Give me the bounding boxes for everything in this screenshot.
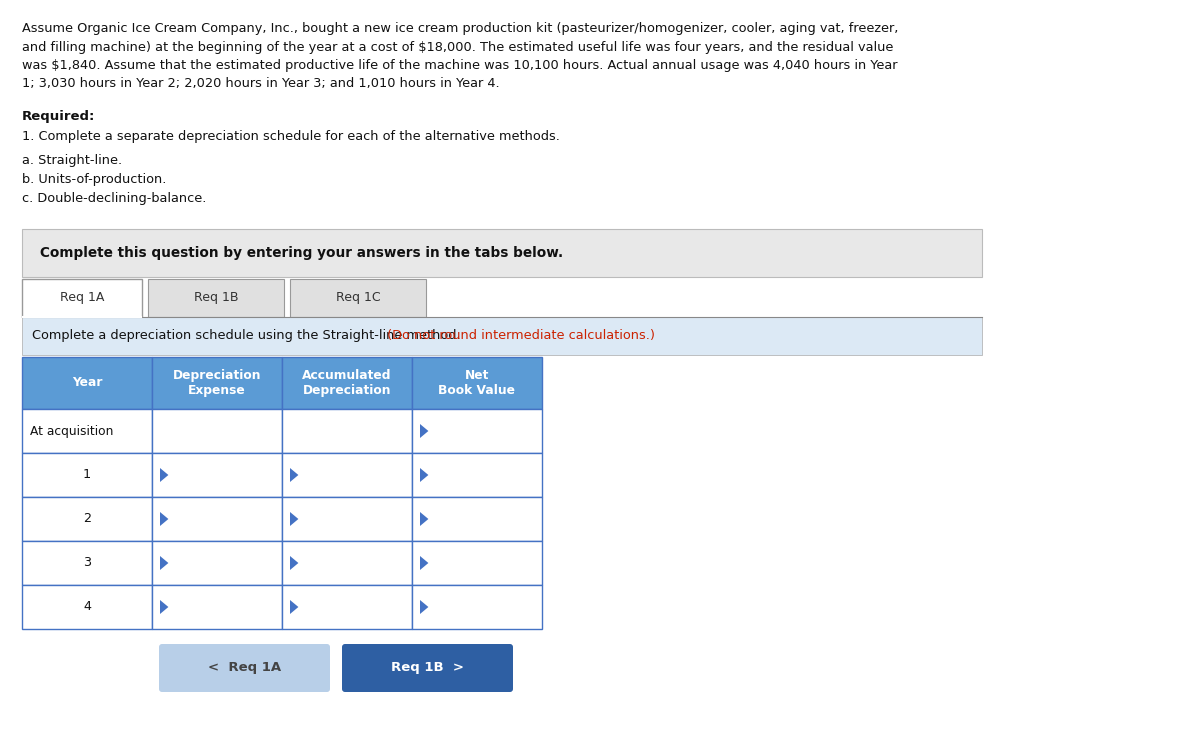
Bar (22, 453, 152, 497)
Text: 4: 4 (83, 601, 91, 613)
Text: 3: 3 (83, 556, 91, 569)
Bar (282, 541, 412, 585)
Bar (152, 541, 282, 585)
Text: Req 1C: Req 1C (336, 292, 380, 304)
Polygon shape (160, 556, 168, 570)
Text: a. Straight-line.: a. Straight-line. (22, 154, 122, 167)
Bar (412, 497, 542, 541)
Bar (412, 409, 542, 453)
Text: Year: Year (72, 376, 102, 389)
Text: c. Double-declining-balance.: c. Double-declining-balance. (22, 192, 206, 205)
Bar (22, 357, 152, 409)
Bar (282, 585, 412, 629)
Polygon shape (160, 512, 168, 526)
Bar (152, 497, 282, 541)
Polygon shape (290, 556, 299, 570)
Text: was $1,840. Assume that the estimated productive life of the machine was 10,100 : was $1,840. Assume that the estimated pr… (22, 59, 898, 72)
Bar (282, 357, 412, 409)
Bar (152, 357, 282, 409)
Polygon shape (420, 512, 428, 526)
Polygon shape (160, 600, 168, 614)
Polygon shape (290, 512, 299, 526)
Polygon shape (290, 600, 299, 614)
Text: 1: 1 (83, 469, 91, 482)
Polygon shape (420, 468, 428, 482)
Text: (Do not round intermediate calculations.): (Do not round intermediate calculations.… (383, 329, 655, 343)
Text: Complete this question by entering your answers in the tabs below.: Complete this question by entering your … (40, 246, 563, 260)
Text: 2: 2 (83, 512, 91, 526)
Bar (412, 453, 542, 497)
Text: Req 1B  >: Req 1B > (391, 662, 464, 674)
Bar (148, 279, 284, 317)
Polygon shape (160, 468, 168, 482)
Bar (412, 585, 542, 629)
Bar (290, 279, 426, 317)
Bar (282, 497, 412, 541)
Bar (22, 229, 982, 277)
Text: Accumulated
Depreciation: Accumulated Depreciation (302, 369, 391, 397)
Text: Required:: Required: (22, 110, 95, 123)
Text: Net
Book Value: Net Book Value (438, 369, 516, 397)
Text: Complete a depreciation schedule using the Straight-line method.: Complete a depreciation schedule using t… (32, 329, 461, 343)
FancyBboxPatch shape (342, 644, 514, 692)
Bar (22, 541, 152, 585)
Bar (152, 453, 282, 497)
FancyBboxPatch shape (158, 644, 330, 692)
Bar (282, 453, 412, 497)
Text: b. Units-of-production.: b. Units-of-production. (22, 173, 167, 186)
Text: Assume Organic Ice Cream Company, Inc., bought a new ice cream production kit (p: Assume Organic Ice Cream Company, Inc., … (22, 22, 899, 35)
Text: and filling machine) at the beginning of the year at a cost of $18,000. The esti: and filling machine) at the beginning of… (22, 40, 893, 53)
Text: At acquisition: At acquisition (30, 424, 113, 437)
Bar (282, 409, 412, 453)
Polygon shape (290, 468, 299, 482)
Polygon shape (420, 600, 428, 614)
Text: 1. Complete a separate depreciation schedule for each of the alternative methods: 1. Complete a separate depreciation sche… (22, 130, 560, 143)
Polygon shape (420, 556, 428, 570)
Bar (22, 409, 152, 453)
Bar (152, 585, 282, 629)
Text: Req 1B: Req 1B (193, 292, 239, 304)
Bar (22, 279, 142, 317)
Bar (22, 317, 982, 355)
Bar (22, 585, 152, 629)
Bar (412, 357, 542, 409)
Polygon shape (420, 424, 428, 438)
Bar (152, 409, 282, 453)
Text: 1; 3,030 hours in Year 2; 2,020 hours in Year 3; and 1,010 hours in Year 4.: 1; 3,030 hours in Year 2; 2,020 hours in… (22, 77, 499, 91)
Bar (22, 497, 152, 541)
Text: <  Req 1A: < Req 1A (208, 662, 281, 674)
Text: Req 1A: Req 1A (60, 292, 104, 304)
Text: Depreciation
Expense: Depreciation Expense (173, 369, 262, 397)
Bar (412, 541, 542, 585)
